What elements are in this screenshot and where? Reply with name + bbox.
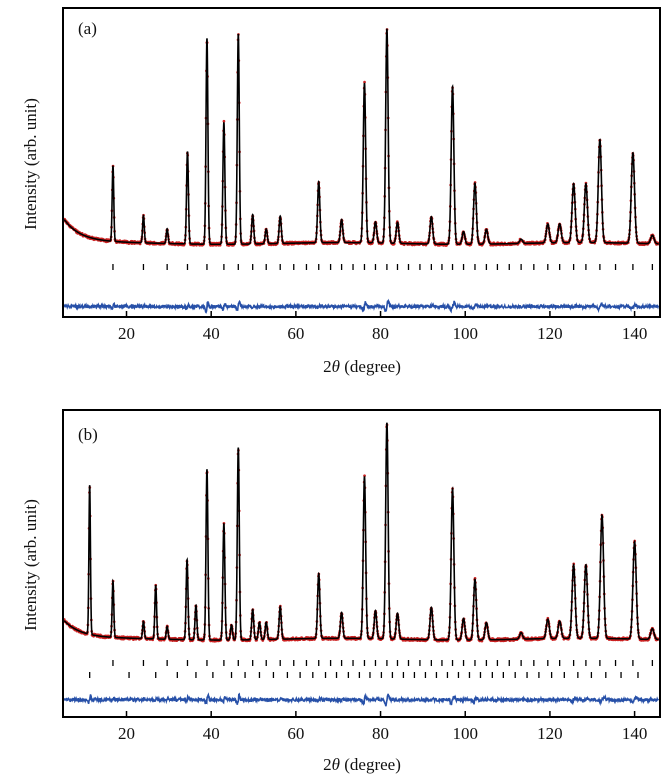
x-tick-label: 100 xyxy=(452,324,478,343)
x-axis-label-prefix: 2 xyxy=(323,357,332,376)
panel-a: (a) Intensity (arb. unit) 2θ (degree) 20… xyxy=(21,7,661,376)
observed-point xyxy=(363,80,366,84)
x-axis-label: 2θ (degree) xyxy=(323,755,401,774)
x-tick-label: 140 xyxy=(622,724,648,743)
bragg-tick-row xyxy=(112,660,654,666)
x-tick-label: 20 xyxy=(118,724,135,743)
panel-b: (b) Intensity (arb. unit) 2θ (degree) 20… xyxy=(21,409,661,774)
observed-series xyxy=(62,28,660,247)
x-axis-label: 2θ (degree) xyxy=(323,357,401,376)
y-axis-label: Intensity (arb. unit) xyxy=(21,98,40,230)
plot-frame xyxy=(62,409,661,718)
x-tick-label: 40 xyxy=(203,724,220,743)
x-axis-label-symbol: θ xyxy=(332,755,340,774)
bragg-tick-row xyxy=(112,264,654,270)
x-tick-label: 20 xyxy=(118,324,135,343)
x-tick-label: 80 xyxy=(372,324,389,343)
x-axis-label-suffix: (degree) xyxy=(340,357,401,376)
panel-label: (b) xyxy=(78,425,98,444)
x-axis-label-symbol: θ xyxy=(332,357,340,376)
x-tick-label: 80 xyxy=(372,724,389,743)
plot-frame xyxy=(62,7,661,318)
x-axis-label-prefix: 2 xyxy=(323,755,332,774)
x-tick-label: 40 xyxy=(203,324,220,343)
x-tick-label: 60 xyxy=(287,724,304,743)
x-tick-label: 120 xyxy=(537,324,563,343)
bragg-tick-row xyxy=(89,672,639,678)
panel-label: (a) xyxy=(78,19,97,38)
x-tick-label: 140 xyxy=(622,324,648,343)
x-tick-label: 100 xyxy=(452,724,478,743)
observed-point xyxy=(222,119,226,123)
calculated-line xyxy=(63,422,659,641)
x-tick-label: 60 xyxy=(287,324,304,343)
y-axis-label: Intensity (arb. unit) xyxy=(21,499,40,631)
x-tick-label: 120 xyxy=(537,724,563,743)
difference-line xyxy=(63,692,660,707)
difference-line xyxy=(63,298,660,314)
x-axis-label-suffix: (degree) xyxy=(340,755,401,774)
observed-series xyxy=(62,423,660,643)
calculated-line xyxy=(63,28,659,246)
